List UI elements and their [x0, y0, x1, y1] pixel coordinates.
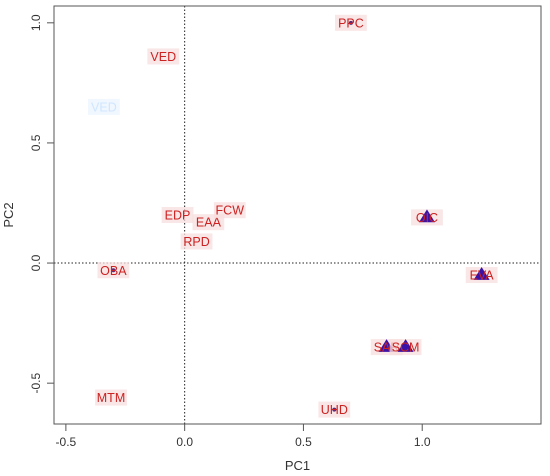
data-labels: PPCVEDVEDEDPEAAFCWRPDOBAMTMUHDOICEVASARS… [87, 14, 498, 418]
triangle-marker [418, 209, 435, 223]
point-eva: EVA [465, 267, 498, 284]
point-uhd: UHD [318, 401, 351, 418]
point-oic: OIC [411, 209, 443, 226]
point-marker [332, 407, 337, 412]
point-label: RPD [183, 235, 209, 249]
point-label: EAA [196, 216, 222, 230]
point-label: VED [150, 50, 176, 64]
y-tick-label: 0.5 [29, 134, 43, 151]
point-label: OBA [100, 264, 127, 278]
point-rpd: RPD [180, 233, 213, 250]
label-background [180, 233, 213, 250]
point-fcw: FCW [213, 202, 246, 219]
point-label: UHD [321, 403, 348, 417]
label-background [161, 207, 194, 223]
y-axis-title: PC2 [1, 202, 16, 227]
triangle-marker [473, 267, 490, 280]
point-ppc: PPC [335, 14, 367, 31]
point-label: VED [91, 100, 117, 114]
label-background [147, 48, 180, 65]
y-tick-labels: -0.5 0.0 0.5 1.0 [29, 14, 43, 393]
point-label: MTM [97, 391, 125, 405]
point-ved: VED [147, 48, 180, 65]
label-background [95, 389, 127, 406]
label-background [87, 98, 120, 115]
point-marker [348, 20, 353, 25]
point-label: OIC [416, 211, 438, 225]
y-tick-label: -0.5 [29, 373, 43, 394]
reference-lines [54, 6, 541, 424]
x-tick-labels: -0.5 0.0 0.5 1.0 [56, 435, 431, 449]
label-background [192, 214, 225, 231]
point-label: EDP [165, 209, 191, 223]
x-tick-label: 1.0 [414, 435, 431, 449]
x-tick-label: 0.5 [295, 435, 312, 449]
plot-frame [53, 5, 542, 425]
y-tick-label: 0.0 [29, 254, 43, 271]
point-edp: EDP [161, 207, 194, 223]
x-axis-title: PC1 [285, 458, 310, 473]
point-oba: OBA [97, 262, 130, 279]
point-marker [111, 268, 116, 273]
triangle-marker [397, 339, 414, 352]
label-background [213, 202, 246, 219]
point-eaa: EAA [192, 214, 225, 231]
point-label: FCW [216, 204, 245, 218]
y-tick-label: 1.0 [29, 14, 43, 31]
point-label: EVA [470, 269, 495, 283]
plot-border [53, 5, 542, 425]
point-label: SCM [392, 341, 420, 355]
point-ved: VED [87, 98, 120, 115]
point-mtm: MTM [95, 389, 127, 406]
x-tick-label: -0.5 [56, 435, 77, 449]
x-tick-label: 0.0 [176, 435, 193, 449]
point-label: PPC [338, 16, 364, 30]
tick-marks [47, 22, 423, 431]
point-scm: SCM [389, 339, 422, 356]
